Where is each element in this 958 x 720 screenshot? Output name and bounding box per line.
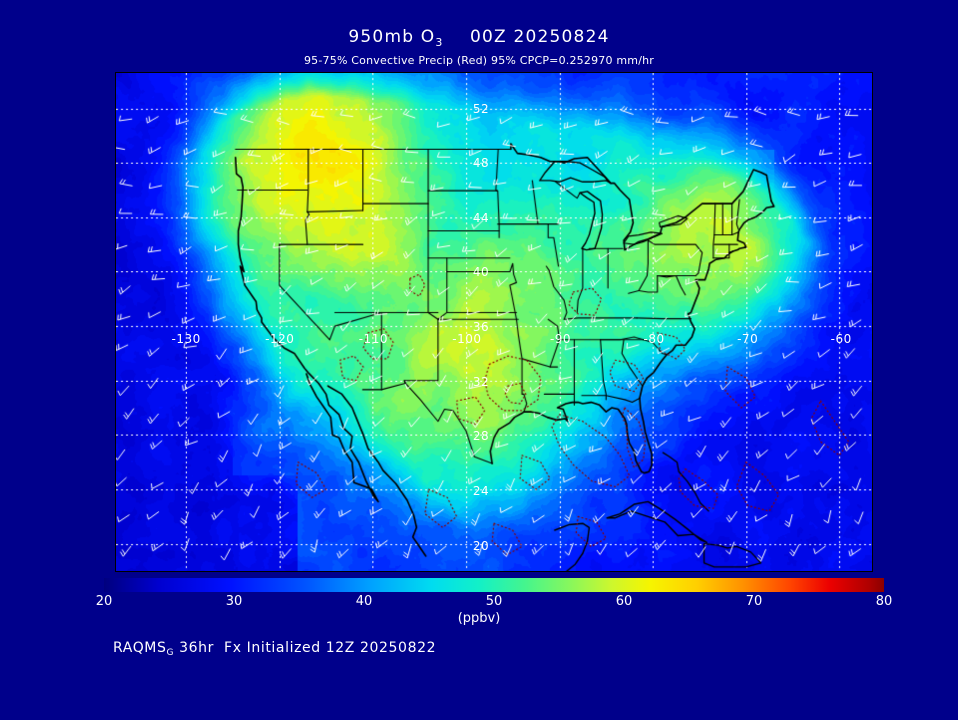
colorbar-tick-30: 30 — [225, 594, 243, 609]
title-subscript: 3 — [435, 36, 444, 49]
colorbar — [104, 578, 884, 592]
page-title: 950mb O3 00Z 20250824 — [0, 27, 958, 49]
title-valid-time: 00Z 20250824 — [443, 27, 610, 47]
forecast-info: 36hr Fx Initialized 12Z 20250822 — [174, 640, 437, 656]
page-subtitle: 95-75% Convective Precip (Red) 95% CPCP=… — [303, 54, 655, 67]
model-attribution: RAQMSG 36hr Fx Initialized 12Z 20250822 — [113, 640, 437, 658]
colorbar-tick-50: 50 — [485, 594, 503, 609]
colorbar-tick-70: 70 — [745, 594, 763, 609]
colorbar-units-label: (ppbv) — [457, 611, 501, 626]
model-subscript: G — [166, 648, 175, 658]
ozone-heatmap-canvas — [116, 73, 872, 571]
colorbar-tick-80: 80 — [875, 594, 893, 609]
title-variable-prefix: 950mb O — [348, 27, 436, 47]
colorbar-gradient — [104, 578, 884, 592]
map-panel: 52 48 44 40 36 32 28 24 20 -130 -120 -110 -100 -90 -80… — [115, 72, 873, 572]
colorbar-tick-60: 60 — [615, 594, 633, 609]
colorbar-tick-20: 20 — [95, 594, 113, 609]
colorbar-tick-40: 40 — [355, 594, 373, 609]
colorbar-tick-labels: 20 30 40 50 60 70 80 — [96, 594, 893, 612]
model-name: RAQMS — [113, 640, 167, 656]
